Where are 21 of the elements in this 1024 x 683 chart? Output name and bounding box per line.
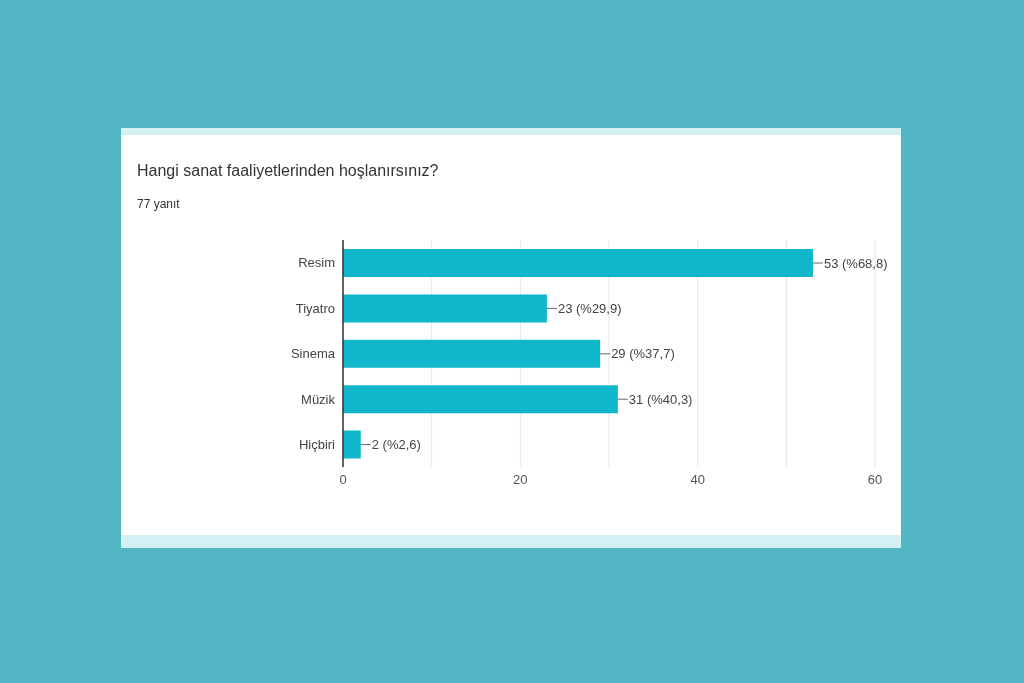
y-tick-label: Sinema (290, 346, 336, 362)
data-label: 2 (%2,6) (371, 437, 421, 453)
bar (343, 430, 361, 459)
x-tick-label: 20 (513, 472, 528, 488)
bar (343, 294, 547, 323)
text: 77 yanıt (137, 197, 180, 211)
data-label: 23 (%29,9) (557, 300, 622, 316)
data-label: 29 (%37,7) (611, 346, 675, 362)
y-tick-label: Resim (298, 255, 335, 271)
data-label: 31 (%40,3) (628, 391, 693, 407)
chart-title: Hangi sanat faaliyetlerinden hoşlanırsınız? (137, 162, 439, 180)
bar (343, 385, 618, 414)
y-tick-label: Hiçbiri (298, 436, 336, 452)
y-tick-label: Müzik (301, 391, 336, 407)
x-tick-label: 60 (867, 472, 883, 488)
y-tick-label: Tiyatro (295, 300, 335, 316)
data-label: 53 (%68,8) (823, 255, 888, 271)
bar (343, 339, 601, 368)
x-tick-label: 40 (690, 472, 705, 488)
x-tick-label: 0 (339, 472, 347, 488)
bar (343, 249, 813, 277)
